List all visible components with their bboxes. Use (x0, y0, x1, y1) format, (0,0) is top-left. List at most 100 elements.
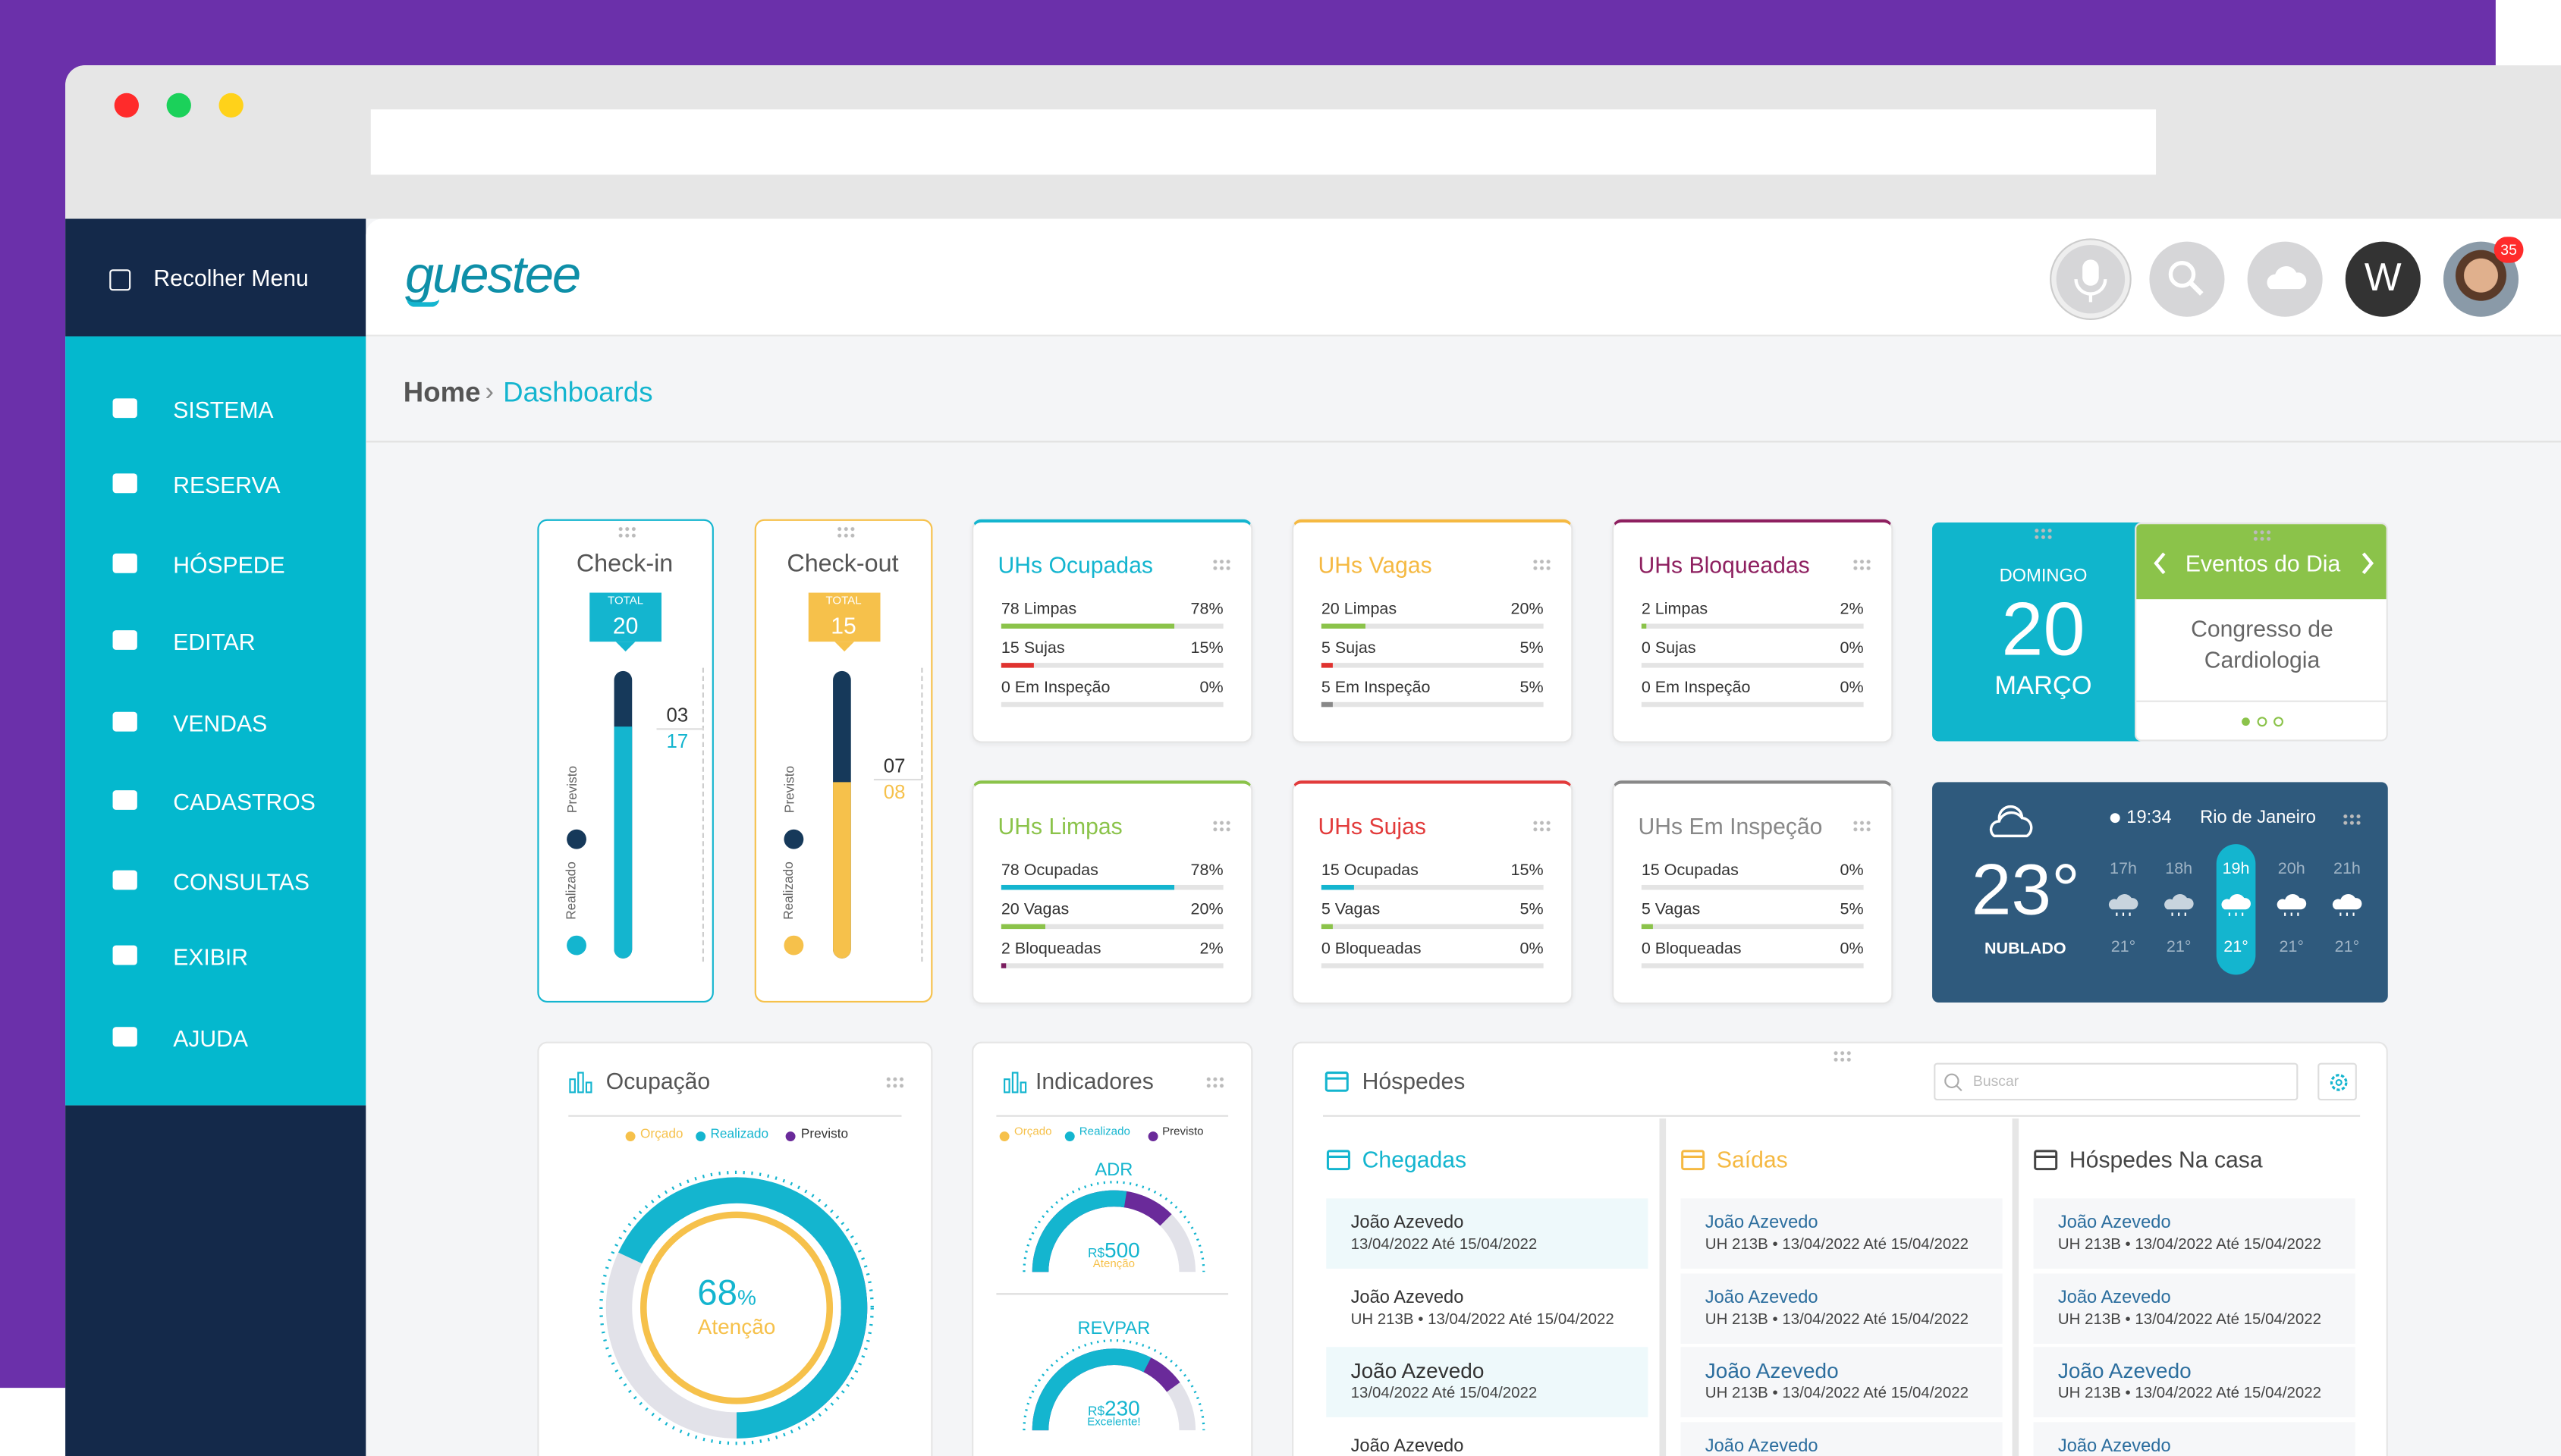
gauge-status: Atenção (1092, 1259, 1136, 1271)
row-percent: 0% (1840, 639, 1864, 658)
chart-icon-part (1020, 1081, 1027, 1094)
weather-button[interactable] (2247, 241, 2323, 317)
menu-item[interactable]: SISTEMA (173, 397, 274, 423)
menu-icon (112, 945, 137, 965)
bar-track (1641, 963, 1864, 968)
row-percent: 2% (1199, 940, 1224, 959)
calendar-icon-part (2034, 1150, 2058, 1171)
hour-temp: 21° (2166, 939, 2192, 957)
guest-detail: UH 213B • 13/04/2022 Até 15/04/2022 (1705, 1235, 1969, 1254)
legend-label: Previsto (1162, 1126, 1204, 1138)
bar-track (1001, 701, 1224, 708)
bar-track (1321, 924, 1544, 930)
row-percent: 20% (1190, 901, 1224, 920)
menu-item[interactable]: EXIBIR (173, 943, 249, 970)
row-label: 78 Ocupadas (1001, 861, 1098, 880)
menu-item[interactable]: CADASTROS (173, 788, 316, 815)
count-top: 03 (666, 703, 689, 727)
legend-label: Orçado (639, 1126, 683, 1141)
guest-name: João Azevedo (1350, 1213, 1464, 1233)
bar-track (1321, 701, 1544, 708)
guest-name: João Azevedo (2057, 1436, 2171, 1456)
row-percent: 5% (1519, 679, 1544, 698)
menu-item[interactable]: EDITAR (173, 628, 256, 655)
voice-button[interactable] (2051, 240, 2130, 318)
bar (1321, 884, 1355, 890)
gauge (1023, 1181, 1205, 1272)
unit: % (737, 1285, 756, 1310)
bar-track (1641, 663, 1864, 668)
settings-button[interactable] (2317, 1062, 2357, 1101)
guest-row[interactable]: João Azevedo 13/04/2022 Até 15/04/2022 (1326, 1347, 1648, 1417)
card-title: Check-out (787, 550, 899, 579)
search-button[interactable] (2149, 241, 2225, 317)
menu-item[interactable]: RESERVA (173, 472, 281, 498)
close-button[interactable] (114, 93, 140, 118)
menu-item[interactable]: VENDAS (173, 710, 268, 737)
status-card: UHs Em Inspeção 15 Ocupadas 0% 5 Vagas 5% 0 B… (1612, 780, 1893, 1005)
status-card: UHs Sujas 15 Ocupadas 15% 5 Vagas 5% 0 Bloque… (1292, 780, 1573, 1005)
row-label: 15 Ocupadas (1321, 861, 1419, 880)
guest-detail: 13/04/2022 Até 15/04/2022 (1350, 1235, 1538, 1254)
breadcrumb-home[interactable]: Home (403, 377, 481, 409)
header (366, 218, 2561, 337)
weather-card: 23° NUBLADO 19:34 Rio de Janeiro 17h 21° 18h 21… (1932, 782, 2388, 1003)
menu-item[interactable]: CONSULTAS (173, 868, 310, 895)
row-percent: 15% (1190, 639, 1224, 658)
maximize-button[interactable] (166, 93, 191, 118)
search-icon-part (1956, 1085, 1962, 1092)
hour-icon-part (2108, 894, 2138, 910)
calendar-icon-part (1324, 1072, 1349, 1092)
pager (2242, 717, 2283, 727)
bar-track (1641, 924, 1864, 930)
gear-icon (2330, 1074, 2348, 1091)
guest-detail: 13/04/2022 Até 15/04/2022 (1350, 1384, 1538, 1403)
title-rule (996, 1115, 1229, 1117)
collapse-menu[interactable]: Recolher Menu (153, 264, 309, 291)
legend-label: Previsto (800, 1126, 849, 1141)
hour-icon (2108, 894, 2138, 916)
guest-detail: UH 213B • 13/04/2022 Até 15/04/2022 (1350, 1310, 1614, 1329)
done-label: Realizado (781, 861, 797, 920)
guest-name: João Azevedo (1350, 1358, 1485, 1383)
planned-label: Previsto (564, 765, 580, 814)
guest-row[interactable]: João Azevedo 13/04/2022 Até 15/04/2022 (1326, 1198, 1648, 1269)
done-dot (784, 935, 804, 956)
guest-detail: UH 213B • 13/04/2022 Até 15/04/2022 (1705, 1384, 1969, 1403)
occupancy-value: 68% (529, 1272, 925, 1314)
bar (1321, 623, 1366, 629)
row-label: 20 Limpas (1321, 601, 1397, 620)
chart-icon (1004, 1072, 1027, 1094)
sidebar-top (65, 218, 366, 337)
address-bar[interactable] (370, 109, 2157, 175)
menu-item[interactable]: AJUDA (173, 1025, 249, 1052)
count-bottom: 17 (666, 730, 689, 753)
minimize-button[interactable] (218, 93, 244, 118)
user-button[interactable]: W (2345, 241, 2421, 317)
done-label: Realizado (564, 861, 579, 920)
menu-item[interactable]: HÓSPEDE (173, 551, 285, 579)
planned-dot (567, 829, 586, 849)
bar-track (1001, 924, 1224, 930)
hour-icon-part (2332, 894, 2362, 910)
drag-handle (1532, 558, 1552, 572)
chart-icon-part (1011, 1072, 1019, 1094)
bar (1001, 963, 1006, 968)
search-box[interactable]: Buscar (1934, 1062, 2299, 1101)
guest-detail: UH 213B • 13/04/2022 Até 15/04/2022 (2057, 1310, 2322, 1329)
row-percent: 15% (1510, 861, 1544, 880)
drag-handle (1211, 558, 1232, 572)
donut-part (599, 1170, 874, 1445)
